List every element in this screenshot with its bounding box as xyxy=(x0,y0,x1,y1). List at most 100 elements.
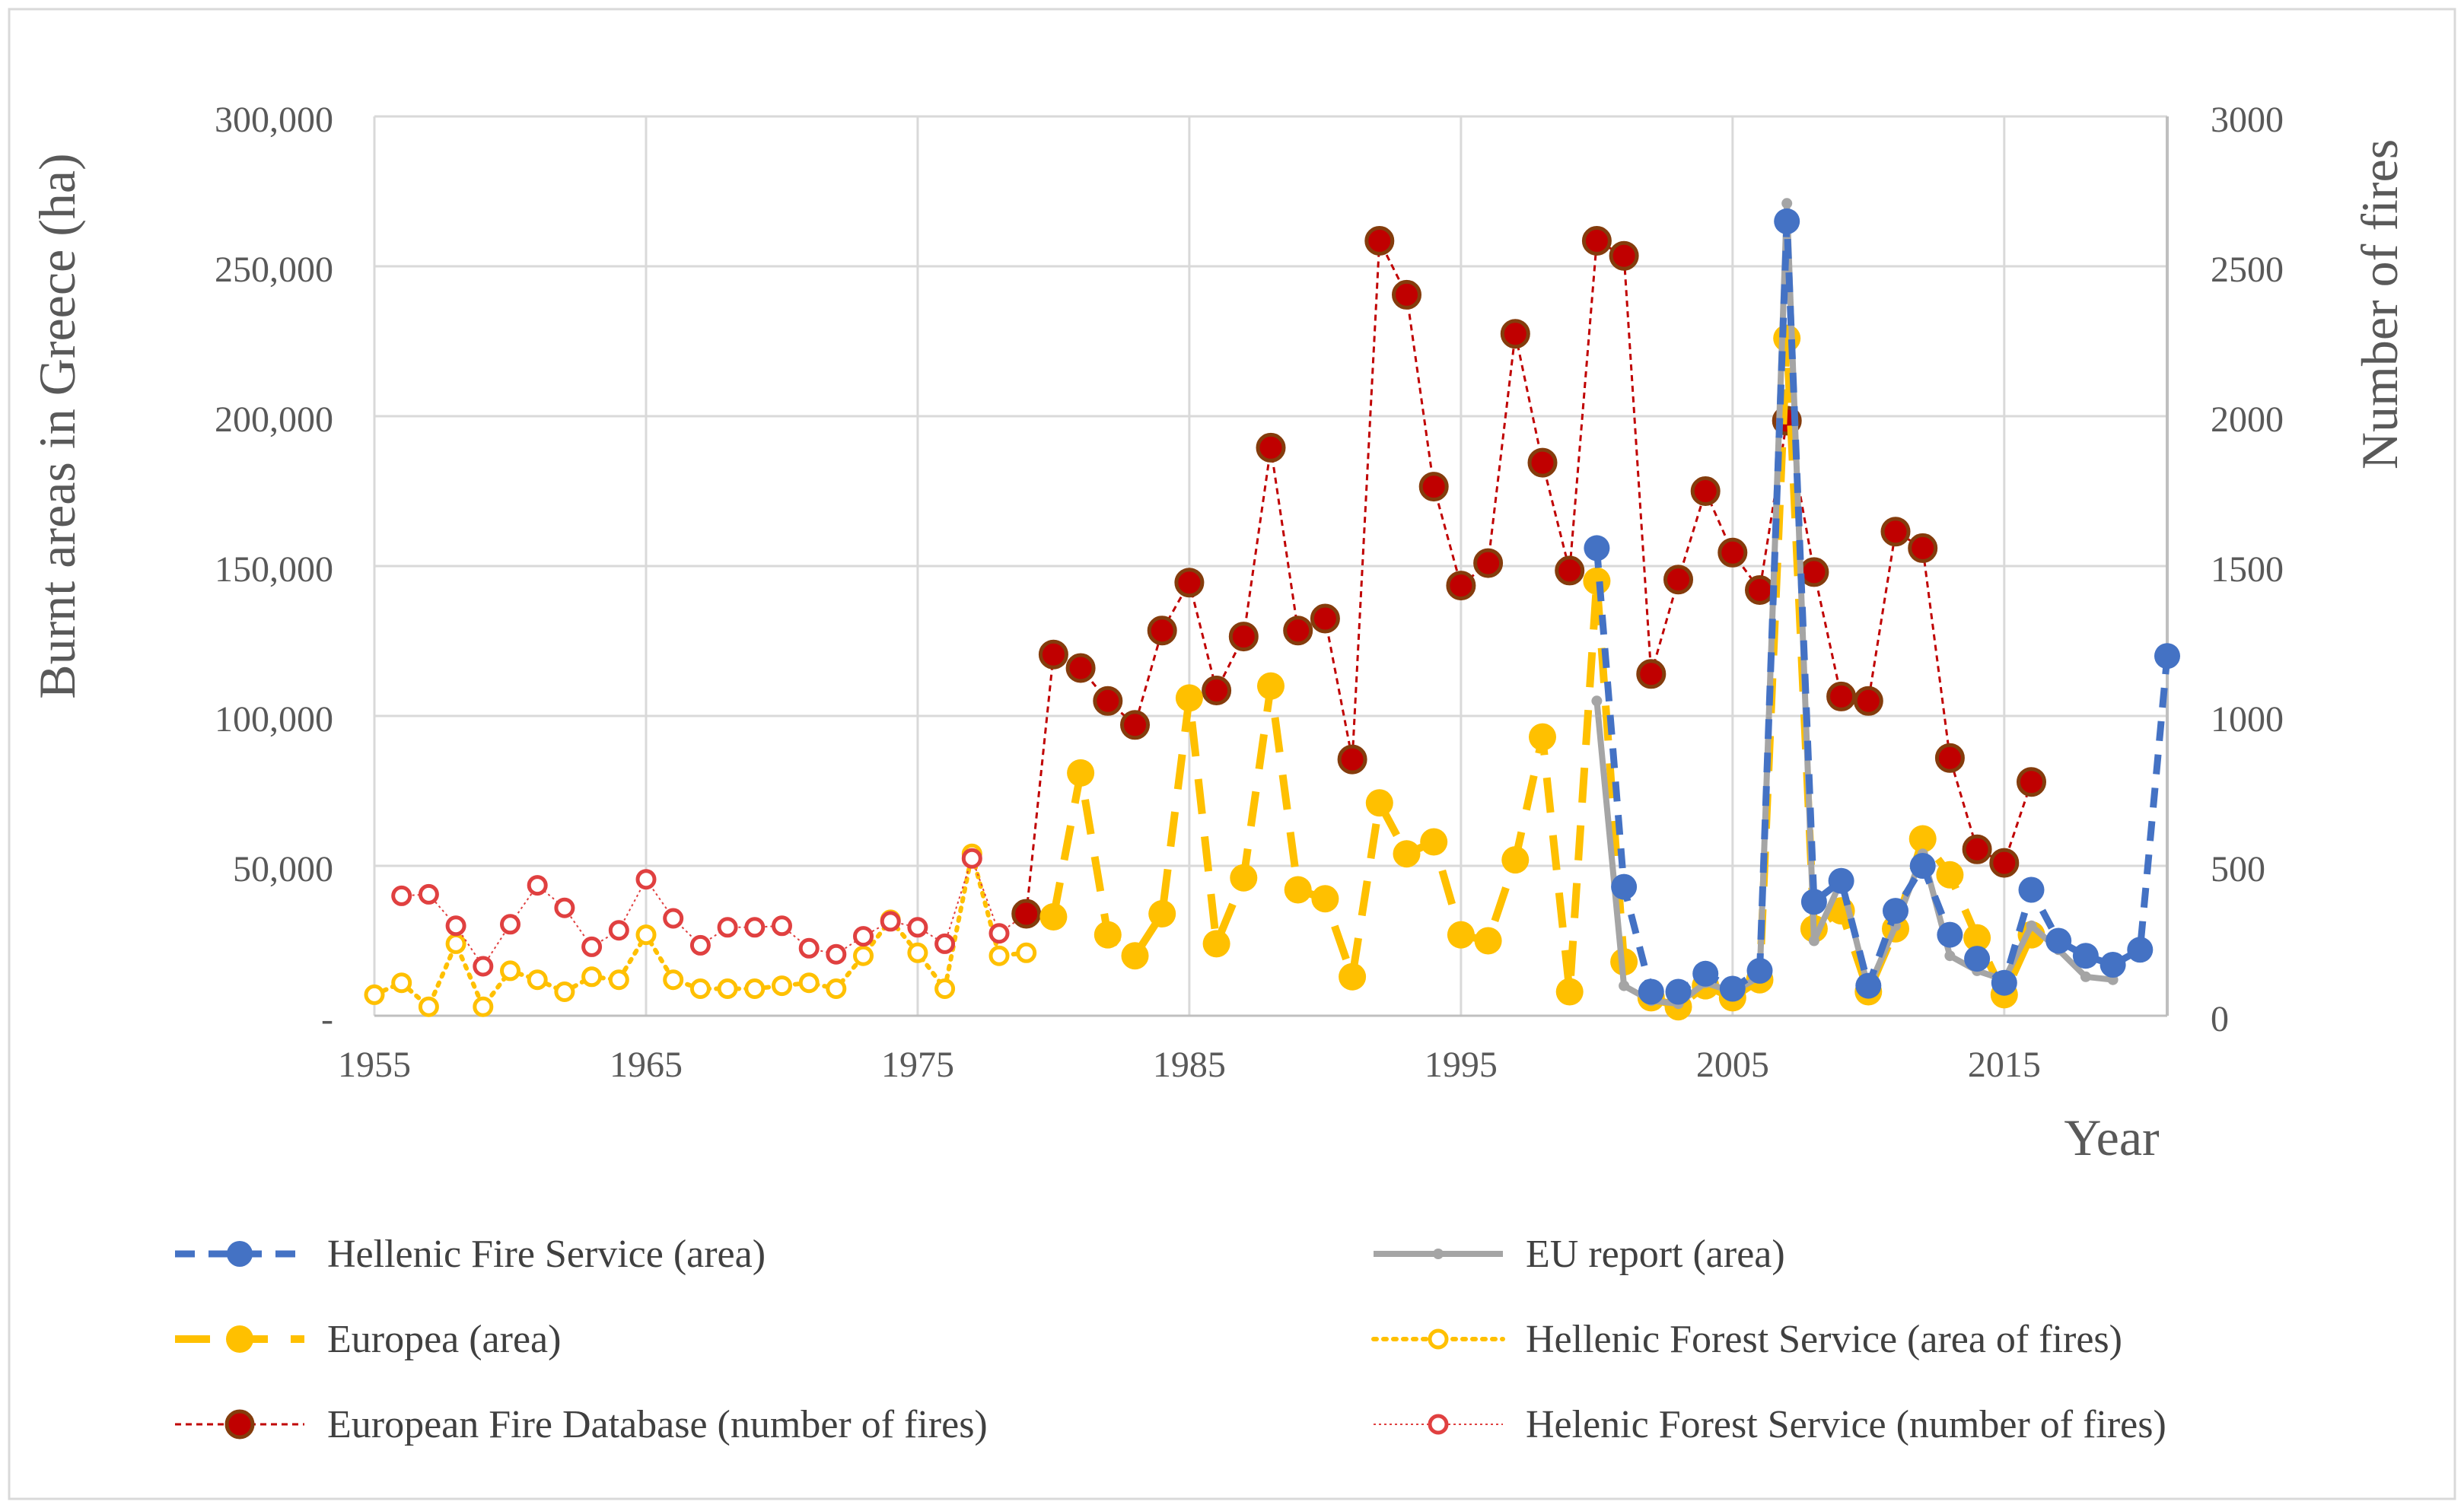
data-point xyxy=(934,978,956,999)
data-point xyxy=(418,996,439,1017)
legend-marker xyxy=(224,1409,255,1440)
data-point xyxy=(988,923,1010,944)
data-point xyxy=(934,933,956,954)
legend-marker xyxy=(1428,1328,1449,1350)
data-point xyxy=(1175,684,1203,712)
data-point xyxy=(554,897,575,918)
data-point xyxy=(689,934,711,956)
x-tick-label: 1965 xyxy=(610,1045,683,1085)
y2-tick-label: 3000 xyxy=(2211,100,2284,140)
data-point xyxy=(2018,876,2045,903)
data-point xyxy=(1692,960,1719,987)
data-point xyxy=(907,942,928,963)
legend-item: Europea (area) xyxy=(175,1318,561,1361)
data-point xyxy=(1228,622,1259,652)
data-point xyxy=(1311,885,1339,913)
data-point xyxy=(1148,900,1176,927)
legend-label: Hellenic Forest Service (area of fires) xyxy=(1526,1318,2122,1361)
data-point xyxy=(1611,873,1638,900)
data-point xyxy=(1719,975,1746,1002)
data-point xyxy=(1909,853,1936,879)
y-tick-label: 150,000 xyxy=(215,549,333,590)
data-point xyxy=(1283,616,1313,646)
data-point xyxy=(1908,533,1938,563)
y2-tick-label: 2000 xyxy=(2211,399,2284,440)
data-point xyxy=(1581,226,1612,256)
data-point xyxy=(1392,279,1421,310)
data-point xyxy=(1529,723,1556,751)
data-point xyxy=(826,978,847,999)
y2-tick-label: 500 xyxy=(2211,849,2265,889)
legend-marker xyxy=(1428,1414,1449,1435)
data-point xyxy=(1500,319,1530,349)
data-point xyxy=(527,875,548,896)
data-point xyxy=(635,924,657,946)
data-point xyxy=(1937,921,1963,948)
legend-label: Helenic Forest Service (number of fires) xyxy=(1526,1403,2166,1446)
data-point xyxy=(1745,575,1775,605)
y2-axis-title: Number of fires xyxy=(2351,139,2408,469)
legend-item: Hellenic Forest Service (area of fires) xyxy=(1371,1318,2122,1361)
y2-tick-label: 2500 xyxy=(2211,250,2284,290)
data-point xyxy=(744,917,766,938)
data-point xyxy=(1555,555,1585,586)
legend-marker xyxy=(1433,1249,1444,1259)
data-point xyxy=(1690,476,1721,506)
data-point xyxy=(1256,432,1286,463)
series-line xyxy=(1593,218,2171,995)
data-point xyxy=(1067,759,1095,787)
data-point xyxy=(1989,848,2020,878)
data-point xyxy=(391,885,412,906)
data-point xyxy=(1446,571,1476,601)
data-point xyxy=(581,936,603,957)
data-point xyxy=(1093,686,1123,716)
data-point xyxy=(1474,927,1502,955)
data-point xyxy=(961,848,982,869)
data-point xyxy=(717,917,738,938)
legend-marker xyxy=(227,1241,253,1267)
data-point xyxy=(2045,927,2072,954)
y-tick-label: 300,000 xyxy=(215,100,333,140)
data-point xyxy=(2080,971,2091,982)
data-point xyxy=(554,981,575,1002)
series-5 xyxy=(391,848,1037,977)
data-point xyxy=(772,915,792,937)
data-point xyxy=(1393,840,1421,868)
data-point xyxy=(772,975,792,997)
data-point xyxy=(1094,921,1122,949)
y-tick-label: 50,000 xyxy=(233,849,333,889)
data-point xyxy=(1583,567,1611,595)
data-point xyxy=(1908,825,1937,853)
data-point xyxy=(826,943,847,965)
data-point xyxy=(1828,867,1854,894)
data-point xyxy=(1746,957,1773,984)
data-point xyxy=(445,933,466,954)
data-point xyxy=(1527,447,1558,478)
axes: - 50,000 100,000 150,000 200,000 250,000 300,0… xyxy=(215,100,2284,1085)
data-point xyxy=(1147,616,1177,646)
data-point xyxy=(907,917,928,938)
data-point xyxy=(608,920,629,941)
gridlines xyxy=(374,115,2167,1016)
data-point xyxy=(1665,978,1692,1005)
data-point xyxy=(1555,978,1584,1006)
data-point xyxy=(2017,767,2046,797)
data-point xyxy=(1418,472,1449,502)
data-point xyxy=(473,956,494,977)
data-point xyxy=(1826,681,1857,711)
data-point xyxy=(418,883,439,905)
series-0 xyxy=(1584,208,2180,1005)
data-point xyxy=(1016,942,1037,963)
data-point xyxy=(988,945,1010,966)
legend-label: EU report (area) xyxy=(1526,1233,1785,1276)
data-point xyxy=(445,915,466,937)
data-point xyxy=(1808,935,1819,946)
data-point xyxy=(527,969,548,991)
data-point xyxy=(1853,686,1883,716)
y-tick-label: 200,000 xyxy=(215,399,333,440)
data-point xyxy=(663,908,684,929)
data-point xyxy=(798,972,820,994)
y2-tick-label: 1000 xyxy=(2211,699,2284,740)
data-point xyxy=(1284,876,1312,904)
